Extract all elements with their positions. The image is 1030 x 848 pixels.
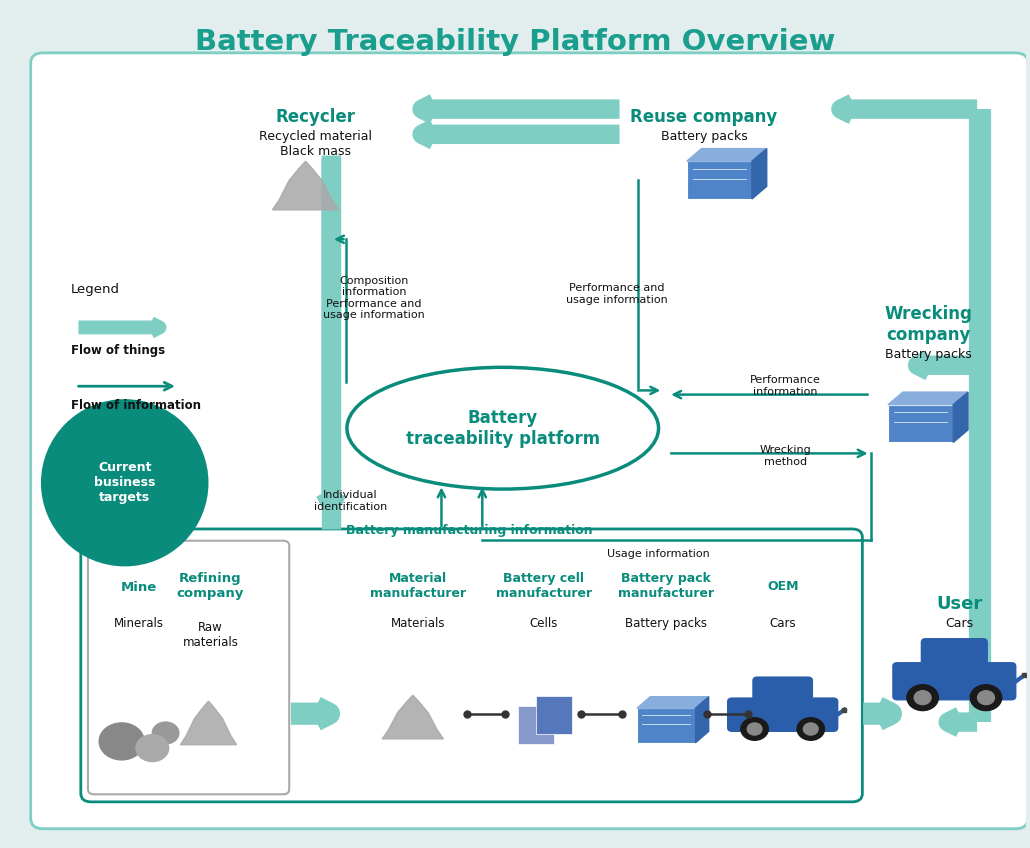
Text: Cells: Cells: [529, 617, 558, 630]
Polygon shape: [695, 697, 709, 743]
Polygon shape: [272, 161, 339, 210]
Text: Battery packs: Battery packs: [660, 130, 748, 143]
Text: Individual
identification: Individual identification: [314, 490, 387, 512]
Text: Recycler: Recycler: [276, 108, 355, 126]
Text: Battery cell
manufacturer: Battery cell manufacturer: [495, 572, 591, 600]
Text: Battery packs: Battery packs: [886, 349, 972, 361]
FancyBboxPatch shape: [536, 696, 572, 734]
Text: Performance and
usage information: Performance and usage information: [566, 283, 668, 304]
Polygon shape: [382, 695, 444, 739]
Text: Wrecking
method: Wrecking method: [760, 445, 812, 466]
Text: Materials: Materials: [390, 617, 445, 630]
Circle shape: [99, 723, 144, 760]
Circle shape: [915, 691, 931, 705]
Polygon shape: [888, 392, 968, 404]
FancyBboxPatch shape: [727, 697, 838, 732]
Text: Battery packs: Battery packs: [625, 617, 708, 630]
Text: Mine: Mine: [121, 581, 158, 594]
Polygon shape: [953, 392, 968, 443]
Circle shape: [906, 684, 938, 711]
Text: Reuse company: Reuse company: [630, 108, 778, 126]
Text: Composition
information
Performance and
usage information: Composition information Performance and …: [323, 276, 425, 321]
Text: Material
manufacturer: Material manufacturer: [370, 572, 466, 600]
Circle shape: [797, 717, 824, 740]
Polygon shape: [637, 697, 709, 708]
Text: Wrecking
company: Wrecking company: [885, 305, 972, 344]
Polygon shape: [687, 148, 766, 161]
Text: Battery pack
manufacturer: Battery pack manufacturer: [618, 572, 714, 600]
Text: Legend: Legend: [71, 283, 119, 296]
Polygon shape: [180, 701, 237, 745]
Polygon shape: [752, 148, 766, 199]
Circle shape: [741, 717, 768, 740]
Text: Performance
information: Performance information: [750, 376, 821, 397]
Ellipse shape: [41, 399, 208, 566]
Text: OEM: OEM: [767, 579, 798, 593]
Circle shape: [152, 722, 179, 744]
Circle shape: [970, 684, 1002, 711]
FancyBboxPatch shape: [637, 708, 695, 743]
Circle shape: [747, 723, 762, 735]
Text: Raw
materials: Raw materials: [182, 622, 239, 650]
FancyBboxPatch shape: [518, 706, 554, 744]
Text: Flow of things: Flow of things: [71, 344, 165, 357]
Text: Recycled material
Black mass: Recycled material Black mass: [260, 130, 372, 158]
FancyBboxPatch shape: [892, 662, 1017, 700]
Circle shape: [136, 734, 169, 762]
Ellipse shape: [347, 367, 658, 489]
Text: Refining
company: Refining company: [177, 572, 244, 600]
Text: Battery manufacturing information: Battery manufacturing information: [346, 524, 592, 537]
Text: Battery Traceability Platform Overview: Battery Traceability Platform Overview: [195, 28, 835, 56]
FancyBboxPatch shape: [80, 529, 862, 802]
Text: Minerals: Minerals: [114, 617, 164, 630]
Text: Current
business
targets: Current business targets: [94, 461, 156, 505]
Circle shape: [977, 691, 994, 705]
Text: User: User: [936, 595, 983, 613]
FancyBboxPatch shape: [921, 638, 988, 671]
FancyBboxPatch shape: [88, 541, 289, 795]
Text: Cars: Cars: [946, 617, 973, 630]
FancyBboxPatch shape: [687, 161, 752, 199]
Text: Flow of information: Flow of information: [71, 399, 201, 412]
Text: Cars: Cars: [769, 617, 796, 630]
FancyBboxPatch shape: [888, 404, 953, 443]
FancyBboxPatch shape: [752, 677, 813, 706]
Circle shape: [803, 723, 818, 735]
Text: Battery
traceability platform: Battery traceability platform: [406, 409, 599, 448]
Text: Usage information: Usage information: [607, 550, 710, 559]
FancyBboxPatch shape: [31, 53, 1028, 828]
